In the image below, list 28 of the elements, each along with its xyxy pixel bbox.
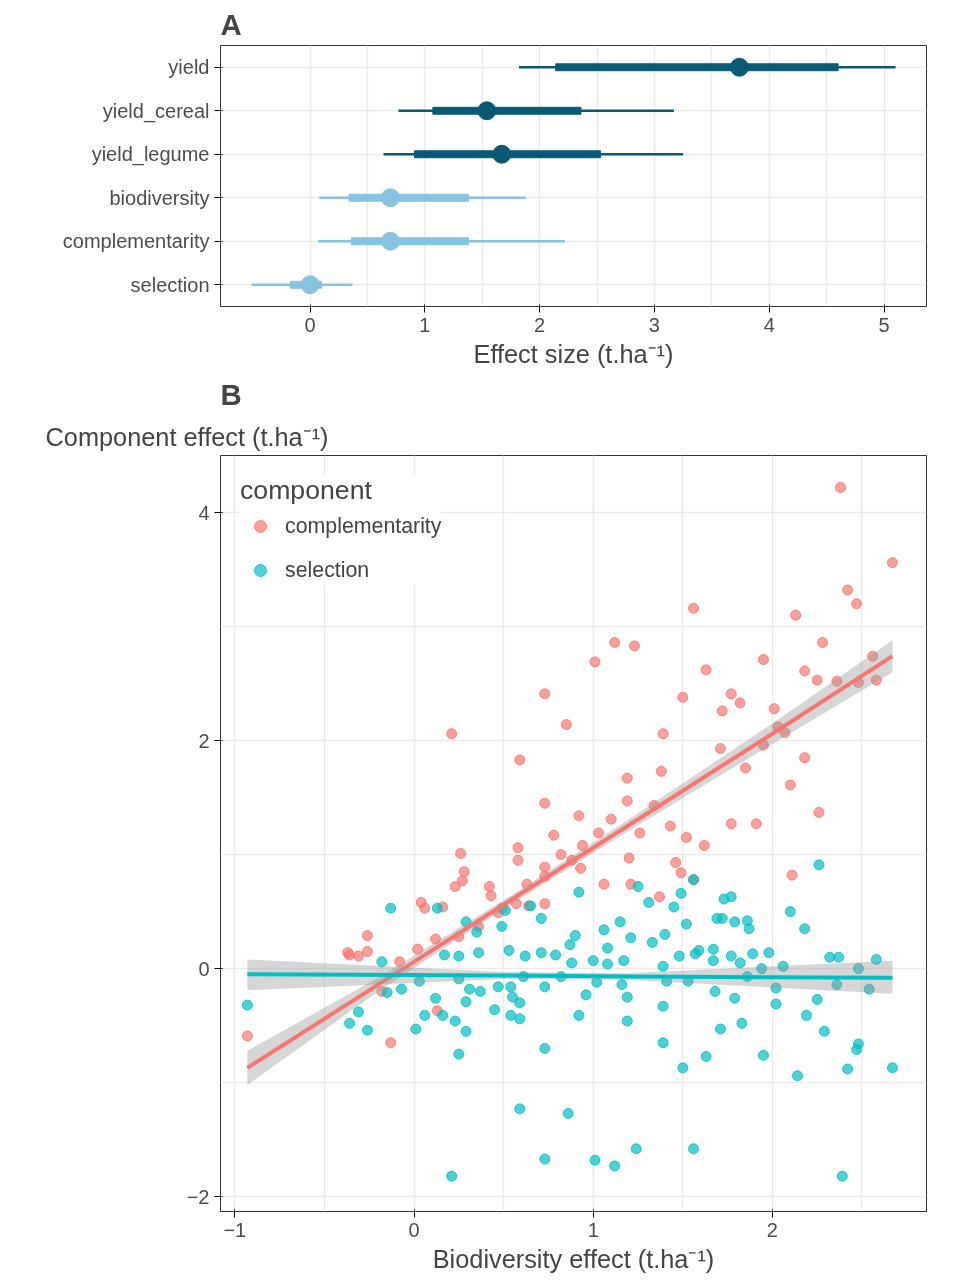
legend-title: component: [240, 475, 373, 506]
y-tick-label: yield_cereal: [102, 99, 210, 123]
y-tick-label: complementarity: [62, 230, 210, 253]
x-tick-label: 1: [587, 1218, 599, 1241]
x-axis-title: Effect size (t.ha⁻¹): [473, 339, 674, 368]
x-tick-label: −1: [223, 1218, 247, 1241]
y-tick-label: 2: [198, 729, 210, 752]
x-tick-label: 0: [304, 313, 316, 336]
chart-title: A: [220, 7, 242, 41]
x-tick-label: 4: [763, 313, 775, 336]
y-axis-title: Component effect (t.ha⁻¹): [45, 422, 329, 451]
x-tick-label: 1: [419, 313, 431, 336]
legend-label: complementarity: [285, 513, 442, 539]
x-tick-label: 5: [878, 313, 890, 336]
x-tick-label: 2: [534, 313, 546, 336]
y-tick-label: selection: [130, 273, 210, 296]
y-tick-label: biodiversity: [109, 186, 210, 209]
chart-title: B: [220, 377, 242, 411]
legend-label: selection: [285, 557, 370, 583]
y-tick-label: yield_legume: [91, 143, 210, 167]
y-tick-label: 4: [198, 501, 210, 524]
x-tick-label: 0: [408, 1218, 420, 1241]
y-tick-label: 0: [198, 957, 210, 980]
y-tick-label: yield: [168, 56, 210, 79]
x-axis-title: Biodiversity effect (t.ha⁻¹): [432, 1244, 715, 1273]
x-tick-label: 2: [766, 1218, 778, 1241]
x-tick-label: 3: [648, 313, 660, 336]
y-tick-label: −2: [186, 1185, 210, 1208]
